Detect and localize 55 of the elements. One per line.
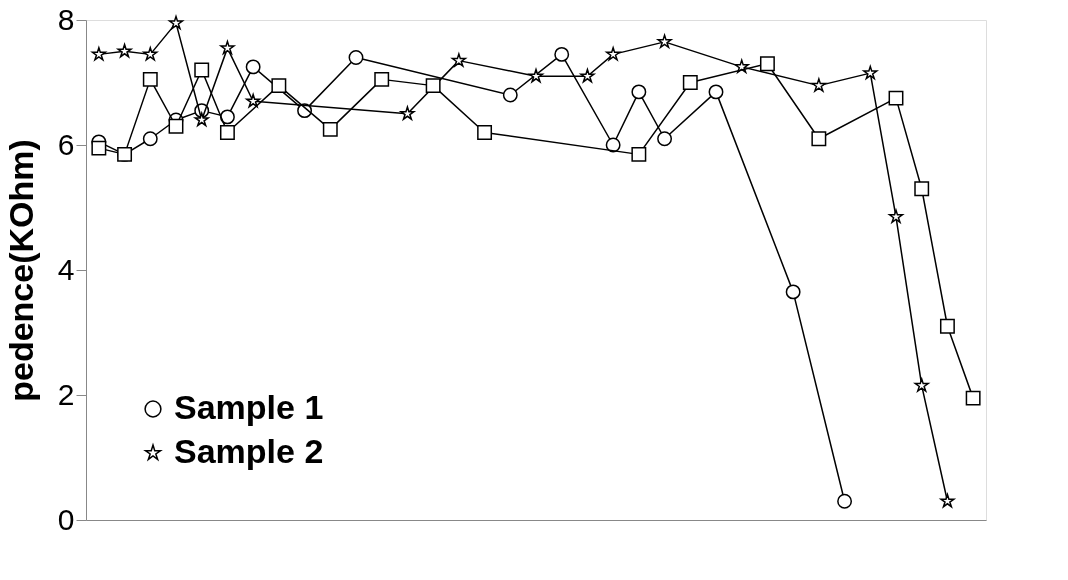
point	[91, 140, 107, 156]
point	[400, 106, 415, 120]
point	[168, 118, 184, 134]
point	[194, 112, 209, 127]
point	[91, 46, 106, 61]
point	[606, 46, 621, 61]
point	[580, 68, 595, 83]
point	[554, 46, 570, 62]
point	[631, 84, 647, 100]
y-axis-title: pedence(KOhm)	[1, 139, 40, 402]
point	[168, 15, 184, 30]
y-tick-label: 6	[57, 127, 75, 161]
point	[708, 84, 724, 100]
point	[939, 318, 955, 334]
y-tick-label: 8	[57, 2, 75, 36]
point	[477, 125, 493, 140]
point	[811, 131, 827, 147]
point	[785, 284, 801, 300]
point	[657, 34, 672, 49]
point	[914, 378, 929, 392]
point	[965, 390, 981, 406]
point	[502, 87, 518, 103]
point	[374, 71, 390, 87]
point	[219, 109, 235, 125]
point	[245, 59, 261, 75]
point	[451, 53, 466, 67]
point	[888, 209, 904, 224]
point	[837, 493, 853, 509]
y-tick-label: 2	[57, 377, 75, 411]
point	[631, 146, 647, 162]
point	[811, 78, 826, 92]
point	[528, 68, 544, 83]
y-tick-label: 4	[57, 252, 75, 286]
point	[246, 93, 261, 108]
point	[940, 493, 955, 508]
point	[657, 131, 673, 147]
point	[425, 78, 441, 94]
legend-label: Sample 2	[174, 432, 324, 470]
point	[682, 75, 698, 90]
point	[914, 181, 930, 197]
legend-label: Sample 1	[174, 388, 324, 426]
point	[143, 46, 158, 61]
point	[194, 62, 210, 78]
point	[219, 125, 235, 140]
point	[142, 131, 158, 147]
point	[322, 121, 338, 137]
y-tick-label: 0	[57, 502, 75, 536]
point	[863, 65, 878, 80]
point	[888, 90, 904, 106]
point	[220, 40, 235, 55]
point	[117, 43, 132, 58]
point	[759, 56, 775, 72]
point	[271, 78, 287, 94]
point	[348, 50, 364, 65]
point	[142, 71, 158, 87]
